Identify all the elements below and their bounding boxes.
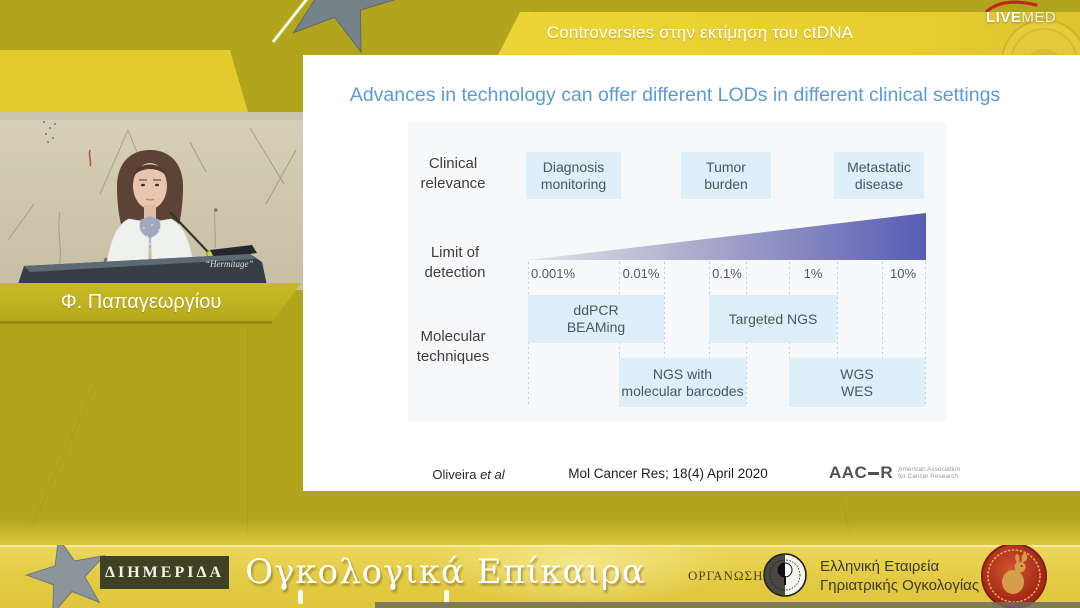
paint-mark <box>298 590 303 604</box>
livemed-logo: LIVE MED <box>986 9 1056 26</box>
citation-journal: Mol Cancer Res; 18(4) April 2020 <box>568 466 768 481</box>
wall-red-mark <box>88 149 92 167</box>
footer-blend <box>0 518 1080 545</box>
rabbit-emblem-watermark <box>1001 19 1080 55</box>
footer-highlight <box>430 545 730 608</box>
bottom-edge-strip <box>375 602 1080 608</box>
box-targeted-ngs: Targeted NGS <box>709 295 837 343</box>
lod-gradient-triangle <box>528 213 926 260</box>
neck <box>144 205 156 219</box>
lod-tick-01: 0.1% <box>712 266 742 281</box>
background-crease <box>247 328 248 546</box>
presentation-slide: Advances in technology can offer differe… <box>303 55 1080 491</box>
hare-emblem <box>981 545 1047 608</box>
video-top-banner <box>0 50 248 112</box>
speaker-video-scene <box>0 112 303 290</box>
citation-authors: Oliveira et al <box>421 467 516 482</box>
scale-dotted-line <box>837 262 838 407</box>
slide-title: Advances in technology can offer differe… <box>349 84 1001 106</box>
face <box>133 163 167 209</box>
lod-tick-0001: 0.001% <box>530 266 576 281</box>
star-white-streak <box>271 0 309 43</box>
row-label-clinical-relevance: Clinical relevance <box>420 155 486 192</box>
aacr-letters-left: AAC <box>829 463 868 482</box>
painted-star-top <box>271 0 401 54</box>
fringe <box>132 164 168 178</box>
footer-banner: ΔΙΗΜΕΡΙΔΑ Ογκολογικά Επίκαιρα ΟΡΓΑΝΩΣΗ: … <box>0 545 1080 608</box>
society-logo <box>763 553 807 597</box>
box-tumor-burden: Tumor burden <box>681 152 771 199</box>
aacr-bar <box>868 472 880 475</box>
aacr-logo: AAC R American Association for Cancer Res… <box>829 463 960 483</box>
session-title: Controversies στην εκτίμηση του ctDNA <box>546 23 854 42</box>
citation-author-name: Oliveira <box>432 467 477 482</box>
paint-mark <box>444 590 449 604</box>
video-watermark: “Hermitage” <box>205 259 254 269</box>
video-vignette <box>0 112 303 120</box>
box-diagnosis-monitoring: Diagnosis monitoring <box>526 152 621 199</box>
speaker-nameplate: Φ. Παπαγεωργίου <box>0 283 301 324</box>
speaker-name: Φ. Παπαγεωργίου <box>60 291 222 313</box>
box-wgs-wes: WGS WES <box>789 358 925 407</box>
aacr-subtext: American Association for Cancer Research <box>898 465 961 481</box>
lod-tick-001: 0.01% <box>622 266 660 281</box>
brand-red-arc <box>985 0 1038 12</box>
row-label-molecular-techniques: Molecular techniques <box>416 328 490 365</box>
lod-tick-1: 1% <box>803 266 823 281</box>
scale-dotted-line <box>882 262 883 407</box>
row-label-limit-of-detection: Limit of detection <box>424 244 486 281</box>
aacr-wordmark: AAC R <box>829 463 893 483</box>
star-shape <box>288 0 401 54</box>
lod-tick-10: 10% <box>889 266 917 281</box>
aacr-letter-right: R <box>880 463 894 482</box>
livemed-logo-med: MED <box>1021 9 1057 26</box>
box-ddpcr-beaming: ddPCR BEAMing <box>528 295 664 343</box>
painted-star-footer <box>24 545 106 608</box>
organizer-name: Ελληνική Εταιρεία Γηριατρικής Ογκολογίας <box>820 558 980 594</box>
livemed-logo-live: LIVE <box>986 9 1022 26</box>
header-strip: Controversies στην εκτίμηση του ctDNA <box>498 12 1080 55</box>
speaker-video: “Hermitage” <box>0 112 303 290</box>
scale-dotted-line <box>925 262 926 407</box>
box-ngs-molecular-barcodes: NGS with molecular barcodes <box>619 358 746 407</box>
podium <box>16 245 268 290</box>
nameplate-shadow-edge <box>0 321 301 324</box>
event-badge: ΔΙΗΜΕΡΙΔΑ <box>100 556 229 589</box>
box-metastatic-disease: Metastatic disease <box>834 152 924 199</box>
organizer-label: ΟΡΓΑΝΩΣΗ: <box>688 568 769 583</box>
citation-etal: et al <box>480 467 505 482</box>
event-title: Ογκολογικά Επίκαιρα <box>245 552 646 592</box>
scale-dotted-line <box>664 262 665 407</box>
